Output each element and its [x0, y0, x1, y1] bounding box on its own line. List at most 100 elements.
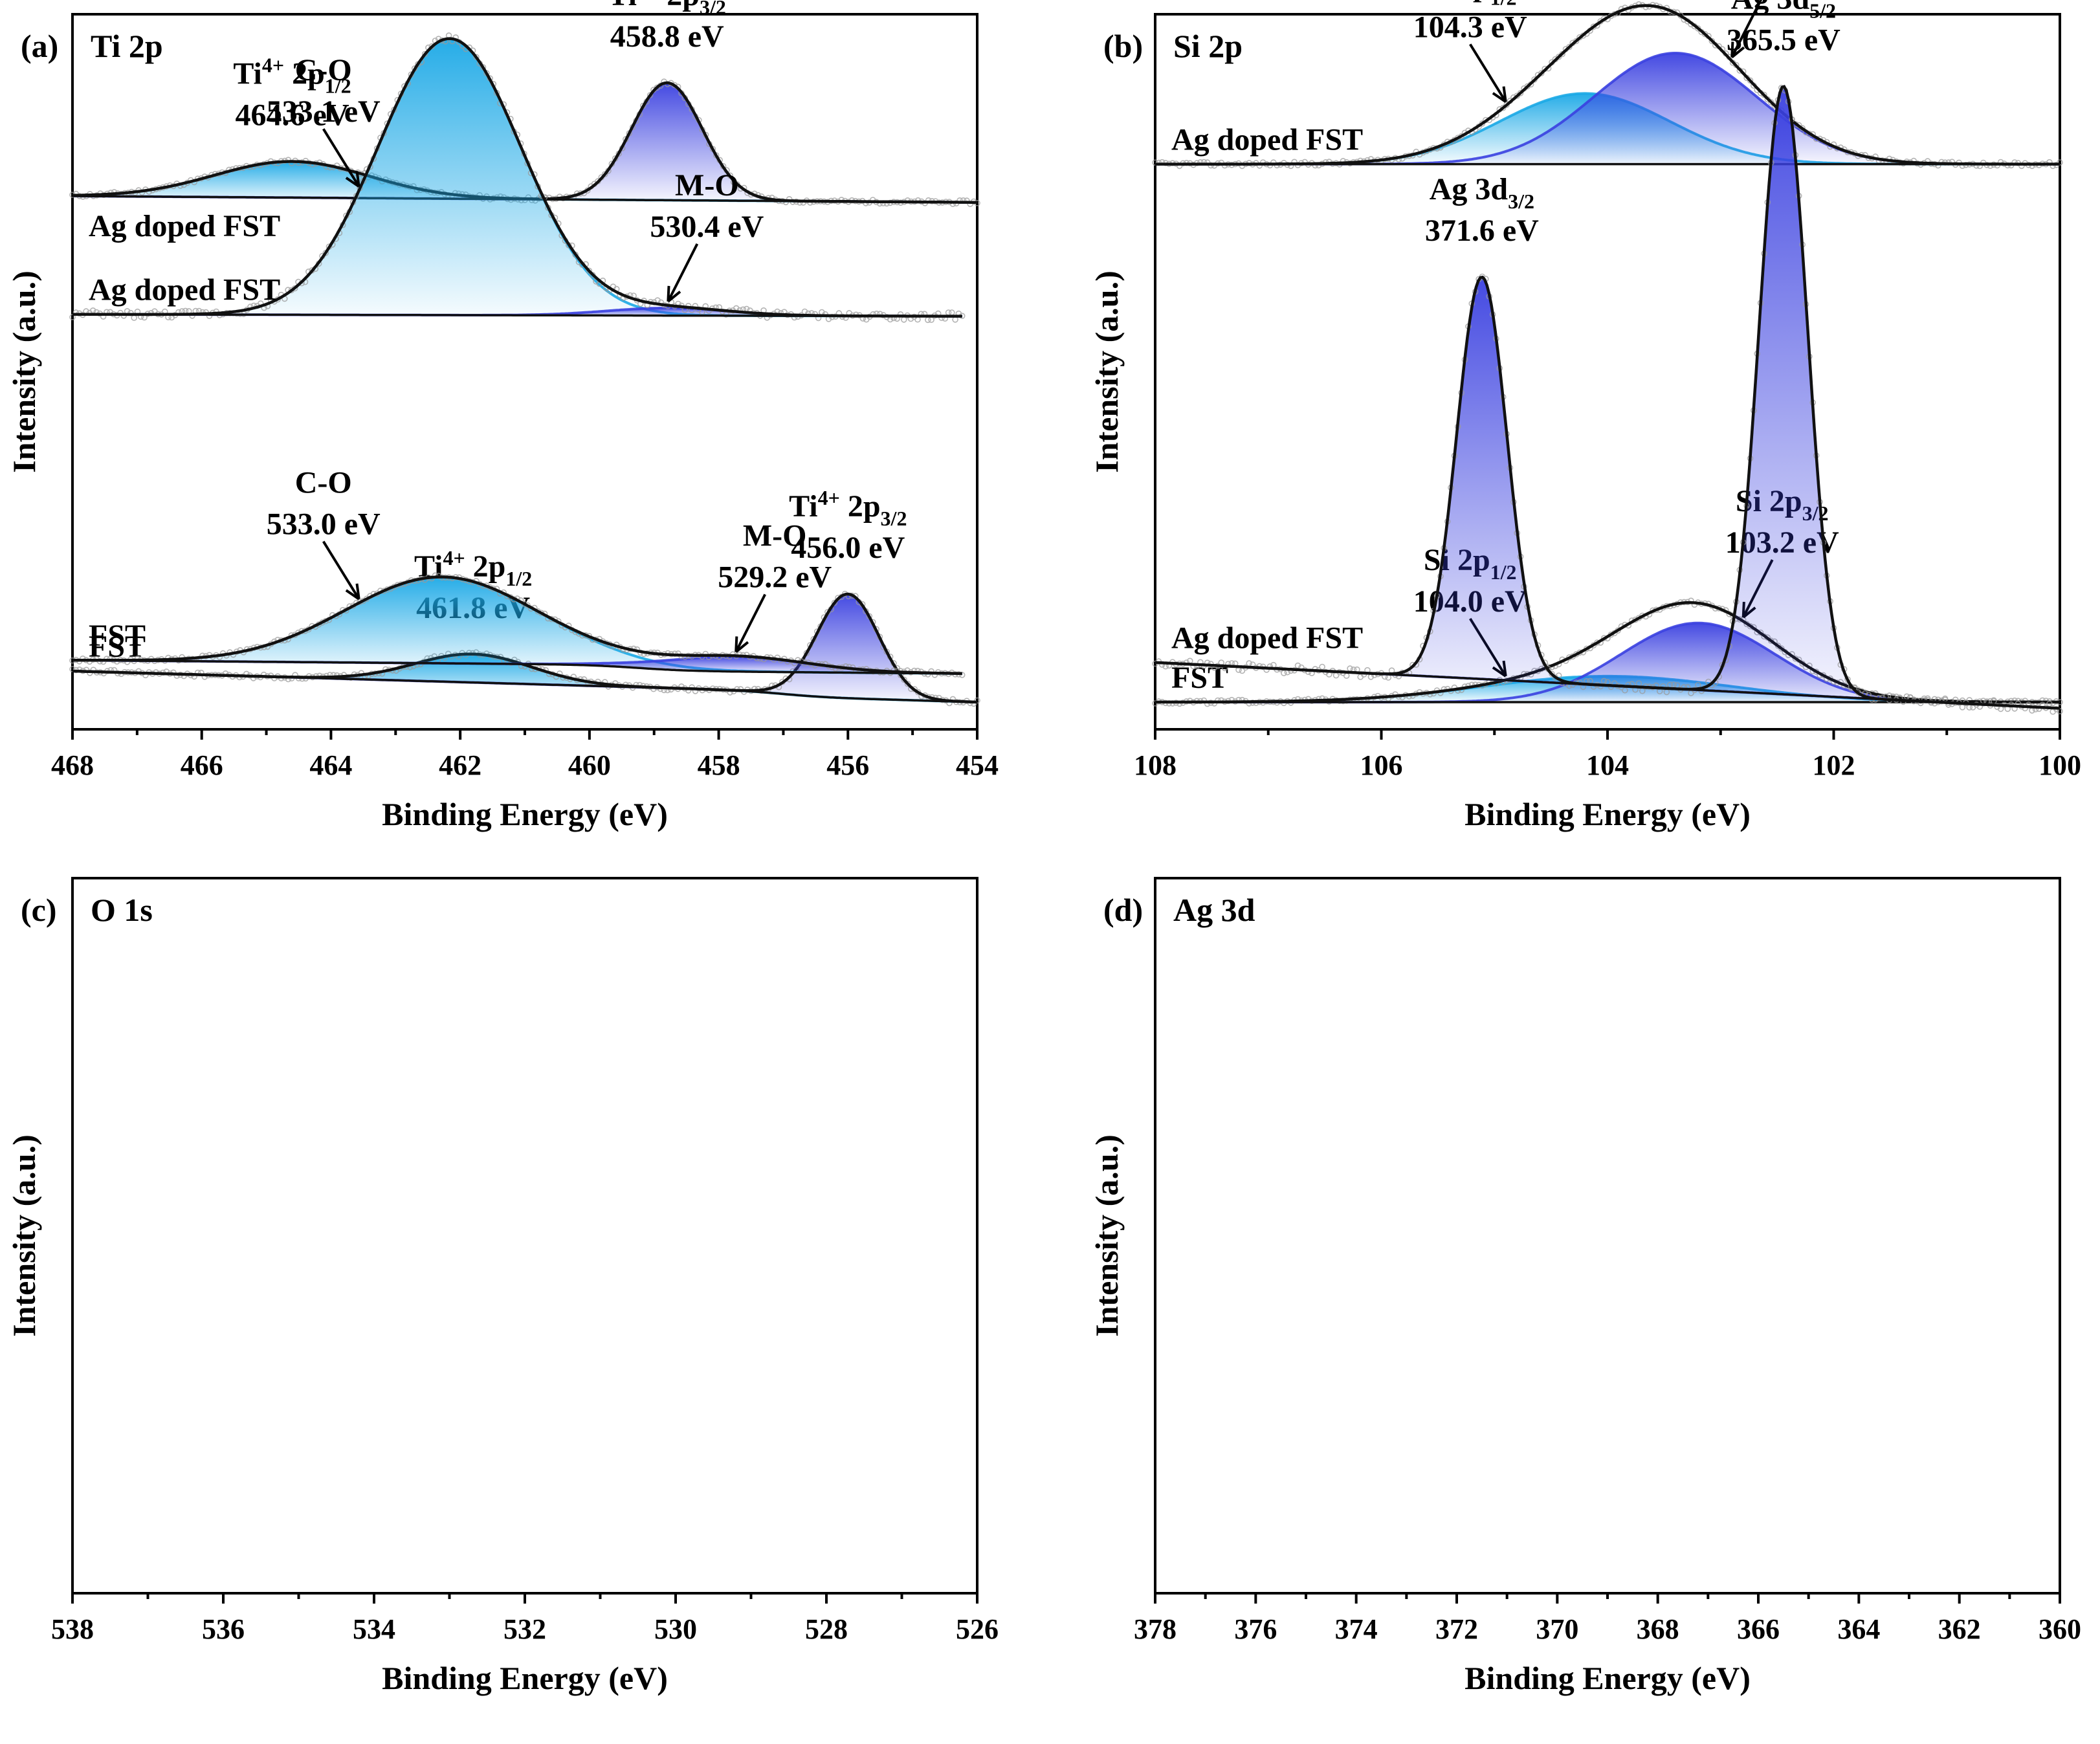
x-tick-label: 106 [1360, 749, 1403, 781]
peak-label-main: Ag 3d [1731, 0, 1810, 16]
x-tick-label: 108 [1134, 749, 1177, 781]
peak-label: Ag 3d5/2 [1731, 0, 1836, 22]
peak-label-orbital: 2p [284, 57, 325, 91]
peak-label-sup: 4+ [818, 486, 840, 509]
annotation-arrow [667, 243, 699, 302]
sample-label: FST [89, 619, 146, 653]
peak-label-orbital: 2p [465, 549, 506, 584]
peak-label: Ti4+ 2p1/2 [233, 54, 351, 98]
peak-label-main: Ti [789, 489, 817, 524]
peak-label-main: C-O [295, 53, 352, 87]
peak-label-main: Si 2p [1424, 0, 1490, 3]
x-axis-label: Binding Energy (eV) [1464, 796, 1751, 832]
peak-energy-label: 371.6 eV [1425, 214, 1539, 248]
y-axis-label: Intensity (a.u.) [1089, 270, 1125, 473]
x-tick-label: 374 [1335, 1613, 1378, 1645]
x-tick-label: 100 [2039, 749, 2081, 781]
peak-label-main: Ti [233, 57, 261, 91]
peak-label-main: C-O [295, 466, 352, 500]
x-tick-label: 454 [956, 749, 999, 781]
peak-energy-label: 456.0 eV [791, 531, 905, 565]
peak-label: C-O [295, 466, 352, 500]
peak-label: Ti4+ 2p3/2 [608, 0, 726, 19]
x-tick-label: 456 [826, 749, 869, 781]
x-tick-label: 536 [202, 1613, 245, 1645]
peak-fill-cyan [72, 654, 977, 702]
panel-title: Ti 2p [91, 28, 163, 64]
peak-fill-blue [72, 656, 962, 674]
annotation-arrow [1730, 0, 1763, 58]
x-tick-label: 362 [1938, 1613, 1981, 1645]
peak-fill-blue [1155, 86, 2060, 709]
panel-title: Si 2p [1173, 28, 1243, 64]
peak-fill-cyan [72, 577, 962, 674]
x-tick-label: 370 [1536, 1613, 1578, 1645]
panel-tag: (a) [21, 28, 58, 64]
x-tick-label: 466 [181, 749, 223, 781]
x-tick-label: 458 [698, 749, 740, 781]
x-tick-label: 538 [51, 1613, 94, 1645]
plot-frame [71, 877, 978, 1595]
y-axis-label: Intensity (a.u.) [6, 1134, 42, 1337]
peak-fill-cyan [72, 161, 977, 203]
peak-label-sup: 4+ [262, 54, 284, 77]
peak-energy-label: 365.5 eV [1727, 23, 1840, 57]
annotation-arrowhead [1492, 86, 1507, 104]
peak-label-sup: 4+ [443, 546, 465, 569]
peak-fill-blue [72, 594, 977, 702]
annotation-arrow [322, 128, 360, 188]
peak-label-main: Ag 3d [1430, 172, 1509, 206]
x-tick-label: 528 [805, 1613, 848, 1645]
peak-energy-label: 464.6 eV [236, 98, 349, 133]
peak-energy-label: 458.8 eV [610, 19, 724, 54]
panel-b: 108 106 104 102 100 Binding Energy (eV) Intens… [1089, 0, 2081, 832]
x-axis-label: Binding Energy (eV) [382, 796, 668, 832]
panel-tag: (d) [1103, 892, 1143, 928]
peak-label-main: M-O [675, 168, 739, 203]
x-tick-label: 464 [309, 749, 352, 781]
plot-frame [1154, 877, 2061, 1595]
peak-fill-blue [72, 307, 962, 316]
annotation-arrowhead [345, 583, 360, 601]
peak-label-sub: 1/2 [1490, 0, 1517, 9]
x-tick-label: 532 [503, 1613, 546, 1645]
x-tick-label: 378 [1134, 1613, 1177, 1645]
peak-line [1155, 85, 2061, 710]
annotation-arrowhead [667, 285, 681, 303]
spectrum-top: Ag doped FSTSi 2p1/2104.3 eVSi 2p3/2103.… [1152, 0, 2063, 170]
peak-energy-label: 533.1 eV [267, 94, 381, 129]
x-tick-label: 462 [439, 749, 481, 781]
peak-label-sub: 5/2 [1809, 0, 1836, 22]
x-tick-label: 372 [1435, 1613, 1478, 1645]
peak-energy-label: 104.3 eV [1413, 10, 1527, 44]
raw-data-points [1152, 84, 2063, 715]
panel-tag: (c) [21, 892, 57, 928]
annotation-arrowhead [735, 636, 749, 654]
x-tick-label: 460 [568, 749, 611, 781]
panel-a: 468 466 464 462 460 458 456 454 Binding Energy (… [6, 0, 999, 832]
fit-envelope [1155, 601, 2060, 704]
peak-label-sub: 1/2 [325, 74, 351, 98]
spectrum-bottom: FST C-O 533.0 eV M-O 529.2 eV [69, 466, 966, 678]
panel-d: 378 376 374 372 370 368 366 364 362 360 Binding En… [1089, 0, 2081, 1696]
peak-label: M-O [675, 168, 739, 203]
panel-title: O 1s [91, 892, 153, 928]
x-tick-label: 530 [654, 1613, 697, 1645]
panel-c: 538 536 534 532 530 528 526 Binding Energy (eV)… [6, 32, 999, 1696]
y-axis-label: Intensity (a.u.) [1089, 1134, 1125, 1337]
panel-title: Ag 3d [1173, 892, 1255, 928]
annotation-arrow [1469, 43, 1507, 103]
fit-envelope [1155, 85, 2061, 710]
sample-label: Ag doped FST [89, 209, 280, 243]
x-tick-label: 102 [1813, 749, 1855, 781]
x-tick-label: 366 [1737, 1613, 1780, 1645]
peak-energy-label: 529.2 eV [718, 560, 832, 594]
x-tick-label: 534 [353, 1613, 395, 1645]
annotation-arrow [322, 540, 360, 600]
fit-envelope [72, 37, 962, 318]
fit-envelope [72, 575, 962, 675]
x-axis-label: Binding Energy (eV) [1464, 1660, 1751, 1696]
x-tick-label: 468 [51, 749, 94, 781]
peak-label-sub: 3/2 [700, 0, 726, 19]
peak-label-main: M-O [743, 518, 807, 553]
